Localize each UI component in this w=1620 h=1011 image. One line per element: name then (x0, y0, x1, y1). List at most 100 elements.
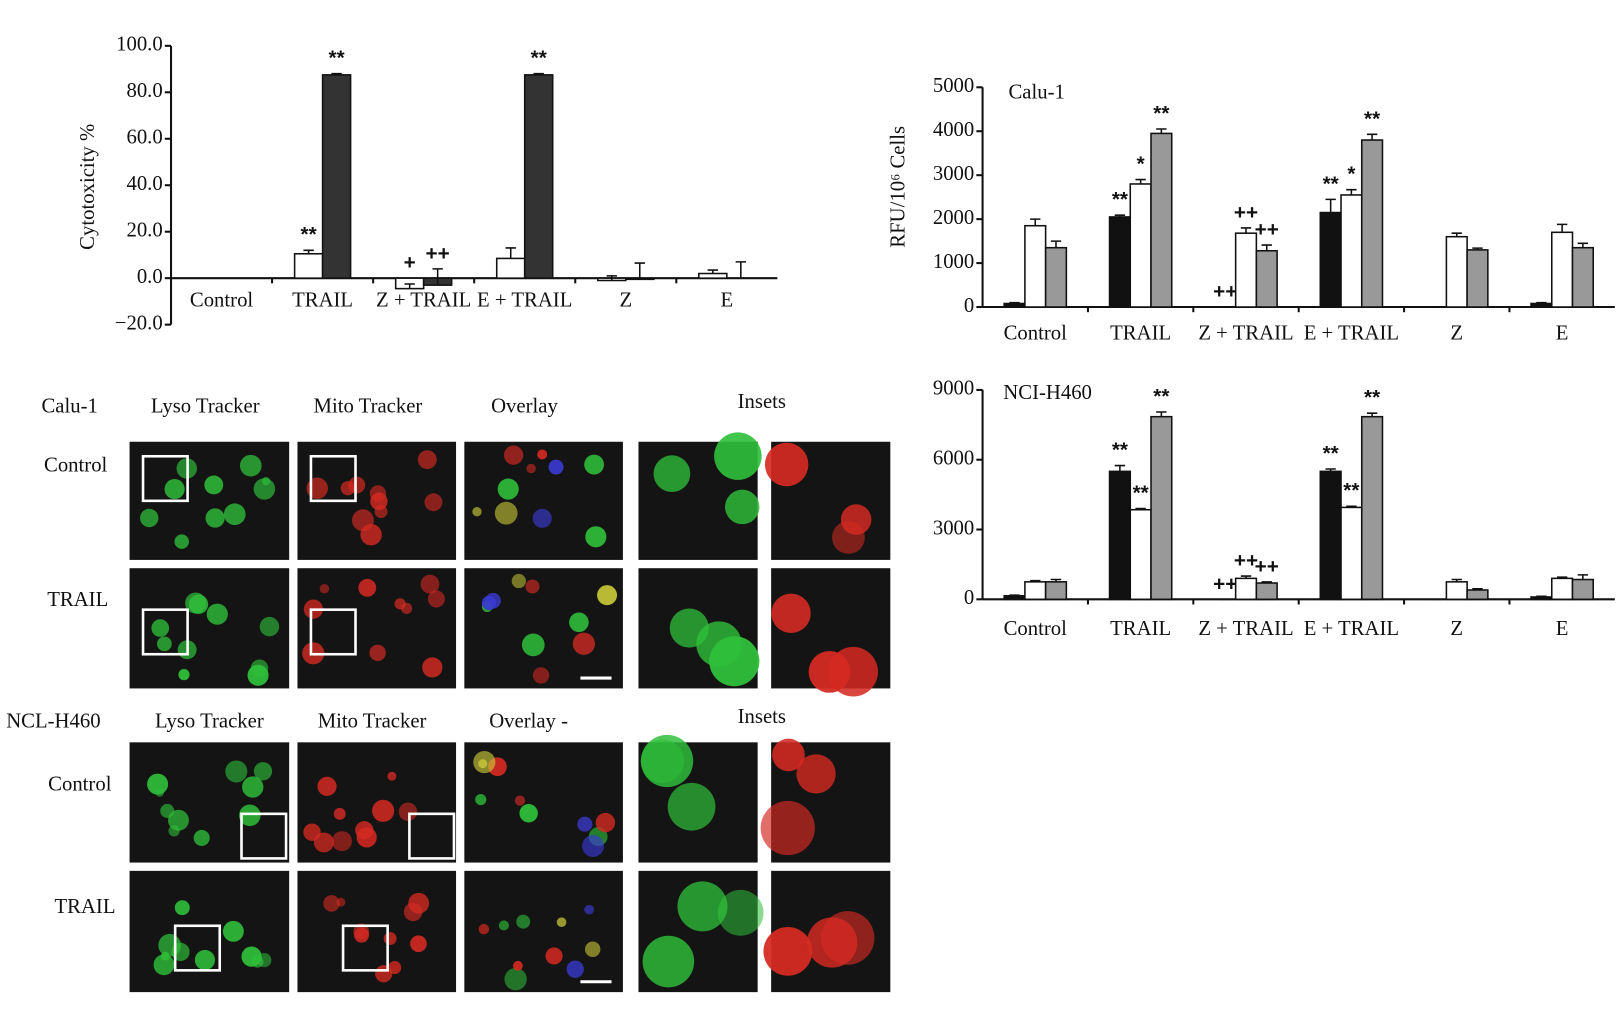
error-bar (1240, 227, 1252, 234)
cell (151, 619, 170, 637)
inset-box (141, 454, 189, 503)
significance-label: ** (1133, 482, 1150, 505)
column-label: Overlay - (489, 710, 568, 732)
error-bar (1156, 411, 1167, 417)
cell (222, 920, 244, 942)
cell (369, 644, 386, 662)
cell-line-label: Calu-1 (41, 395, 97, 417)
error-bar (505, 247, 516, 259)
error-bar (331, 72, 342, 75)
x-tick-label: TRAIL (1110, 618, 1171, 640)
cell (653, 455, 691, 493)
column-label: Lyso Tracker (151, 395, 260, 417)
x-tick-label: Z + TRAIL (1198, 323, 1293, 345)
y-axis-label: RFU/10⁶ Cells (887, 126, 909, 248)
cell (714, 432, 762, 480)
cell (763, 926, 813, 976)
cell (313, 832, 334, 853)
cell (494, 501, 518, 525)
cell (796, 754, 836, 794)
cell (514, 795, 526, 806)
bar (1044, 581, 1068, 601)
bar (1150, 415, 1173, 601)
inset-box (173, 924, 222, 972)
bar (1234, 232, 1258, 308)
micrograph (129, 742, 290, 863)
cell (223, 503, 246, 526)
cell (642, 935, 695, 988)
cell (577, 816, 593, 832)
cell (497, 478, 519, 500)
significance-label: ++ (1213, 572, 1237, 595)
significance-label: ** (1364, 107, 1381, 130)
y-tick-label: 4000 (933, 119, 974, 141)
error-bar (1472, 247, 1483, 250)
error-bar (303, 249, 314, 254)
cell (356, 827, 377, 848)
cell (253, 478, 276, 500)
significance-label: ++ (1234, 549, 1258, 572)
cell (525, 579, 540, 594)
micrograph (297, 568, 457, 689)
error-bar (1135, 507, 1146, 510)
y-tick-label: −20.0 (115, 312, 163, 334)
significance-label: + (404, 251, 416, 274)
error-bar (432, 268, 443, 286)
cell (519, 804, 538, 823)
significance-label: ** (1364, 386, 1381, 409)
x-tick-label: E (1556, 323, 1569, 345)
y-tick-label: 6000 (933, 447, 974, 469)
cell (526, 463, 536, 474)
chart-title: NCI-H460 (1003, 382, 1092, 404)
significance-label: * (1347, 163, 1356, 186)
x-tick-label: Z + TRAIL (376, 290, 471, 312)
error-bar (1451, 578, 1462, 582)
cell (239, 804, 261, 827)
micrograph-bg (129, 742, 290, 863)
cell (422, 657, 443, 678)
bar (1571, 578, 1595, 601)
bar (1445, 235, 1468, 308)
column-label: Mito Tracker (314, 395, 423, 417)
cell (242, 776, 264, 798)
cell (388, 961, 402, 975)
bar (1003, 302, 1026, 308)
bar (523, 74, 554, 279)
cell (548, 459, 564, 475)
cell (147, 773, 169, 795)
cell (370, 492, 388, 511)
cell (513, 960, 523, 971)
bar (1024, 224, 1047, 308)
y-tick-label: 5000 (933, 75, 974, 97)
error-bar (404, 283, 415, 289)
row-label: TRAIL (54, 896, 115, 918)
cell (572, 632, 595, 655)
cell (503, 445, 524, 465)
cell (582, 835, 605, 857)
error-bar (1577, 574, 1589, 580)
y-tick-label: 80.0 (126, 80, 162, 102)
error-bar (1577, 242, 1589, 248)
cell (504, 968, 527, 991)
cell (331, 831, 352, 852)
cell (640, 739, 685, 783)
micrograph (129, 870, 290, 993)
cell (259, 616, 280, 637)
micrograph-bg (464, 870, 623, 993)
column-label: Mito Tracker (318, 710, 427, 732)
cell (239, 454, 262, 477)
y-tick-label: 0.0 (137, 266, 163, 288)
column-label: Insets (738, 706, 786, 728)
error-bar (1050, 240, 1062, 248)
cell (174, 900, 190, 916)
bar (1340, 506, 1363, 601)
column-label: Lyso Tracker (155, 710, 264, 732)
cell (253, 762, 273, 781)
error-bar (1240, 575, 1252, 579)
x-tick-label: Control (190, 290, 254, 312)
error-bar (1114, 214, 1126, 217)
micrograph-bg (129, 870, 290, 993)
bar (1466, 249, 1489, 308)
cell (478, 923, 490, 935)
